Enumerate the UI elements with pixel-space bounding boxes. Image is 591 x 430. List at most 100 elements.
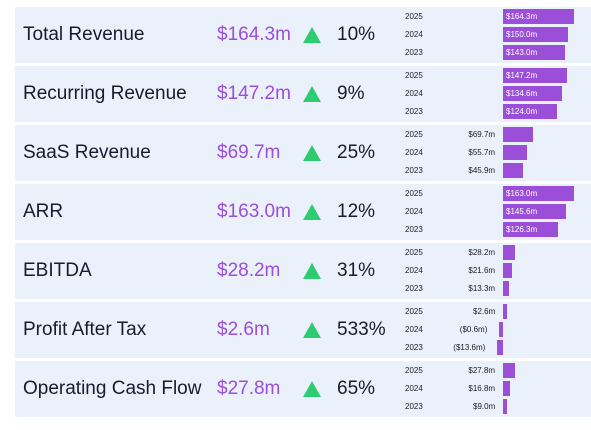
history-bar-chart: 2025 $27.8m 2024 $16.8m 2023 $9.0m: [405, 361, 591, 417]
history-bar: [503, 145, 528, 160]
history-bar: [503, 163, 523, 178]
year-label: 2024: [405, 325, 423, 334]
metric-value: $27.8m: [217, 378, 281, 399]
up-triangle-icon: [303, 145, 321, 161]
history-bar: [503, 399, 507, 414]
metric-change-percent: 65%: [337, 378, 376, 399]
history-bar: [503, 222, 558, 237]
metric-row: Recurring Revenue $147.2m 9% 2025 $147.2m 202…: [15, 66, 591, 122]
year-label: 2023: [405, 402, 423, 411]
metric-change-percent: 12%: [337, 201, 376, 222]
year-label: 2025: [405, 366, 423, 375]
history-bar: [503, 86, 562, 101]
bar-value-label: $134.6m: [506, 89, 538, 98]
bar-value-label: $27.8m: [468, 366, 496, 375]
year-label: 2025: [405, 71, 423, 80]
metric-row: Total Revenue $164.3m 10% 2025 $164.3m 2024 $1…: [15, 7, 591, 63]
bar-value-label: $69.7m: [468, 130, 496, 139]
history-bar-chart: 2025 $147.2m 2024 $134.6m 2023 $124.0m: [405, 66, 591, 122]
year-label: 2024: [405, 148, 423, 157]
year-label: 2024: [405, 266, 423, 275]
bar-value-label: $164.3m: [506, 12, 538, 21]
year-label: 2024: [405, 89, 423, 98]
metric-change-percent: 31%: [337, 260, 376, 281]
metric-label: EBITDA: [23, 260, 92, 281]
bar-value-label: $45.9m: [468, 166, 496, 175]
metric-change-percent: 9%: [337, 83, 365, 104]
up-triangle-icon: [303, 381, 321, 397]
metric-value: $28.2m: [217, 260, 281, 281]
metric-value: $163.0m: [217, 201, 291, 222]
history-bar: [499, 322, 503, 337]
metric-label: Recurring Revenue: [23, 83, 187, 104]
metric-row: Profit After Tax $2.6m 533% 2025 $2.6m 2024 ($…: [15, 302, 591, 358]
bar-value-label: $28.2m: [468, 248, 496, 257]
bar-value-label: $21.6m: [468, 266, 496, 275]
history-bar: [503, 186, 574, 201]
metric-change-percent: 25%: [337, 142, 376, 163]
metric-change-percent: 10%: [337, 24, 376, 45]
year-label: 2023: [405, 343, 423, 352]
history-bar: [503, 9, 575, 24]
history-bar: [503, 45, 566, 60]
bar-value-label: $150.0m: [506, 30, 538, 39]
history-bar: [503, 304, 507, 319]
year-label: 2024: [405, 207, 423, 216]
bar-value-label: $55.7m: [468, 148, 496, 157]
year-label: 2023: [405, 48, 423, 57]
year-label: 2025: [405, 12, 423, 21]
history-bar: [497, 340, 503, 355]
metric-row: SaaS Revenue $69.7m 25% 2025 $69.7m 2024 $55.7…: [15, 125, 591, 181]
bar-value-label: $16.8m: [468, 384, 496, 393]
metric-label: SaaS Revenue: [23, 142, 151, 163]
up-triangle-icon: [303, 322, 321, 338]
year-label: 2025: [405, 307, 423, 316]
bar-value-label: $9.0m: [473, 402, 496, 411]
history-bar: [503, 104, 557, 119]
history-bar-chart: 2025 $164.3m 2024 $150.0m 2023 $143.0m: [405, 7, 591, 63]
up-triangle-icon: [303, 204, 321, 220]
up-triangle-icon: [303, 27, 321, 43]
metric-label: Profit After Tax: [23, 319, 147, 340]
year-label: 2023: [405, 166, 423, 175]
year-label: 2023: [405, 225, 423, 234]
history-bar-chart: 2025 $2.6m 2024 ($0.6m) 2023 ($13.6m): [405, 302, 591, 358]
metric-row: ARR $163.0m 12% 2025 $163.0m 2024 $145.6m 2023 $…: [15, 184, 591, 240]
bar-value-label: $13.3m: [468, 284, 496, 293]
metric-label: Operating Cash Flow: [23, 378, 202, 399]
history-bar: [503, 245, 516, 260]
metric-label: Total Revenue: [23, 24, 145, 45]
year-label: 2024: [405, 384, 423, 393]
bar-value-label: $163.0m: [506, 189, 538, 198]
history-bar: [503, 68, 568, 83]
background-watermark: [0, 30, 8, 430]
year-label: 2025: [405, 189, 423, 198]
metric-row: EBITDA $28.2m 31% 2025 $28.2m 2024 $21.6m 2023 $…: [15, 243, 591, 299]
year-label: 2025: [405, 130, 423, 139]
bar-value-label: ($13.6m): [453, 343, 486, 352]
bar-value-label: $124.0m: [506, 107, 538, 116]
history-bar: [503, 363, 516, 378]
metric-label: ARR: [23, 201, 64, 222]
metric-value: $147.2m: [217, 83, 291, 104]
bar-value-label: $143.0m: [506, 48, 538, 57]
history-bar: [503, 281, 509, 296]
metric-change-percent: 533%: [337, 319, 386, 340]
up-triangle-icon: [303, 86, 321, 102]
bar-value-label: $126.3m: [506, 225, 538, 234]
history-bar: [503, 204, 567, 219]
metric-row: Operating Cash Flow $27.8m 65% 2025 $27.8m 20…: [15, 361, 591, 417]
year-label: 2025: [405, 248, 423, 257]
year-label: 2024: [405, 30, 423, 39]
history-bar: [503, 27, 569, 42]
year-label: 2023: [405, 107, 423, 116]
metric-value: $2.6m: [217, 319, 270, 340]
bar-value-label: $145.6m: [506, 207, 538, 216]
bar-value-label: ($0.6m): [459, 325, 488, 334]
history-bar-chart: 2025 $69.7m 2024 $55.7m 2023 $45.9m: [405, 125, 591, 181]
metric-value: $69.7m: [217, 142, 281, 163]
up-triangle-icon: [303, 263, 321, 279]
metric-value: $164.3m: [217, 24, 291, 45]
bar-value-label: $147.2m: [506, 71, 538, 80]
history-bar-chart: 2025 $163.0m 2024 $145.6m 2023 $126.3m: [405, 184, 591, 240]
